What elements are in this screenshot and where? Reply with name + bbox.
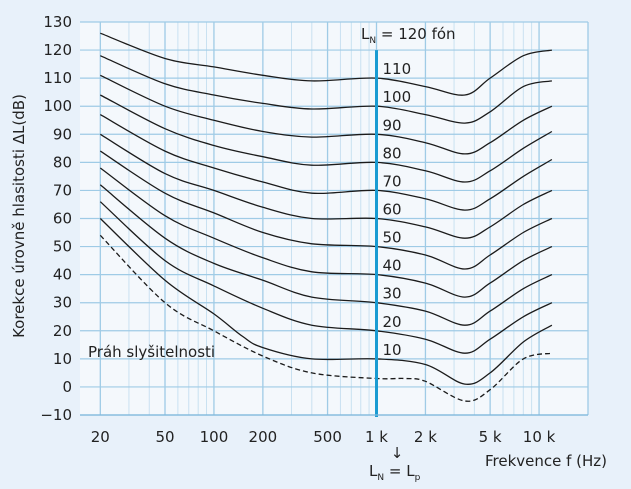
curve-label-110: 110 bbox=[383, 60, 412, 78]
lp-sub: p bbox=[415, 473, 421, 483]
y-tick-label: 30 bbox=[53, 294, 72, 312]
equals: = bbox=[384, 462, 406, 480]
x-tick-label: 5 k bbox=[479, 428, 502, 446]
series-line-30 bbox=[99, 184, 553, 326]
curve-label-80: 80 bbox=[383, 144, 402, 162]
y-tick-label: 110 bbox=[43, 69, 72, 87]
lp-l: L bbox=[406, 462, 415, 480]
x-tick-label: 500 bbox=[313, 428, 342, 446]
x-tick-label: 50 bbox=[155, 428, 174, 446]
y-tick-label: 40 bbox=[53, 266, 72, 284]
x-axis-label: Frekvence f (Hz) bbox=[485, 452, 607, 470]
y-tick-label: 60 bbox=[53, 210, 72, 228]
ln-label-sub: N bbox=[369, 36, 376, 46]
series-line-Práh slyšitelnosti bbox=[99, 234, 553, 402]
y-tick-label: 0 bbox=[62, 378, 72, 396]
x-tick-label: 10 k bbox=[523, 428, 556, 446]
y-tick-label: 20 bbox=[53, 322, 72, 340]
x-tick-label: 100 bbox=[200, 428, 229, 446]
y-tick-label: 80 bbox=[53, 153, 72, 171]
curve-label-40: 40 bbox=[383, 257, 402, 275]
ln-equals-lp: LN = Lp bbox=[369, 462, 421, 483]
y-tick-label: 10 bbox=[53, 350, 72, 368]
y-tick-label: 100 bbox=[43, 97, 72, 115]
curve-label-50: 50 bbox=[383, 229, 402, 247]
ln-label-l: L bbox=[361, 25, 370, 43]
curve-label-90: 90 bbox=[383, 116, 402, 134]
curve-label-60: 60 bbox=[383, 201, 402, 219]
y-tick-label: 130 bbox=[43, 13, 72, 31]
y-tick-label: 50 bbox=[53, 238, 72, 256]
ln-label-rest: = 120 fón bbox=[376, 25, 455, 43]
x-tick-label: 1 k bbox=[365, 428, 388, 446]
reference-line-layer bbox=[80, 50, 588, 417]
ln-sub: N bbox=[377, 473, 384, 483]
series-line-10 bbox=[99, 218, 553, 385]
series-line-20 bbox=[99, 201, 553, 354]
y-tick-label: 70 bbox=[53, 181, 72, 199]
curve-label-20: 20 bbox=[383, 313, 402, 331]
x-tick-label: 20 bbox=[91, 428, 110, 446]
x-tick-label: 2 k bbox=[414, 428, 437, 446]
tick-labels: −10 0 10 20 30 40 50 60 70 80 90 100 110 120 130 20 50 10… bbox=[40, 13, 555, 446]
ln-l: L bbox=[369, 462, 378, 480]
curve-label-100: 100 bbox=[383, 88, 412, 106]
curve-label-70: 70 bbox=[383, 172, 402, 190]
y-tick-label: 90 bbox=[53, 125, 72, 143]
x-tick-label: 200 bbox=[249, 428, 278, 446]
arrow-icon: ↓ bbox=[391, 444, 404, 462]
annotations: Korekce úrovně hlasitosti ΔL(dB) Frekven… bbox=[10, 25, 607, 483]
ln-label: LN = 120 fón bbox=[361, 25, 456, 46]
y-tick-label: 120 bbox=[43, 41, 72, 59]
threshold-label: Práh slyšitelnosti bbox=[88, 343, 215, 361]
curve-label-30: 30 bbox=[383, 285, 402, 303]
curve-label-10: 10 bbox=[383, 341, 402, 359]
y-axis-label: Korekce úrovně hlasitosti ΔL(dB) bbox=[10, 94, 28, 338]
y-tick-label: −10 bbox=[40, 406, 72, 424]
